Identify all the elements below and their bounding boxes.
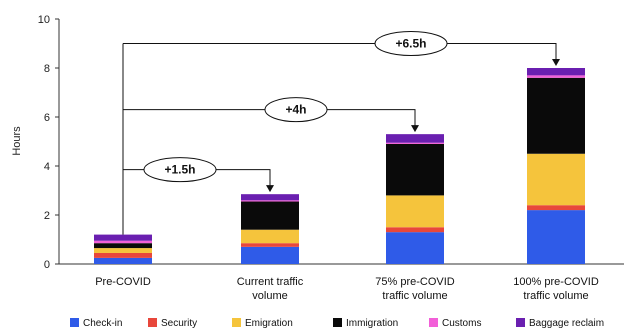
bar-segment (527, 153, 585, 206)
bar-segment (94, 240, 152, 244)
legend-swatch (333, 318, 342, 327)
y-tick-label: 8 (44, 63, 50, 75)
category-label: 75% pre-COVID (375, 276, 455, 288)
y-tick-label: 10 (38, 14, 50, 26)
bar-segment (386, 227, 444, 233)
category-label: Current traffic (237, 276, 304, 288)
bar-segment (94, 234, 152, 241)
category-labels: Pre-COVID Current traffic volume 75% pre-CO… (95, 276, 599, 302)
bar-segment (527, 77, 585, 154)
annotation-arrowhead (266, 185, 274, 193)
annotation-label: +6.5h (395, 37, 426, 51)
annotation-label: +4h (285, 103, 306, 117)
bars (94, 68, 585, 264)
annotation-label: +1.5h (164, 163, 195, 177)
bar-segment (527, 75, 585, 78)
bar-segment (527, 210, 585, 264)
legend-swatch (429, 318, 438, 327)
legend-swatch (516, 318, 525, 327)
bar-segment (241, 246, 299, 264)
category-label: traffic volume (523, 290, 588, 302)
annotation-connector (123, 109, 416, 127)
bar-segment (241, 200, 299, 202)
category-label: 100% pre-COVID (513, 276, 599, 288)
bar-segment (241, 201, 299, 230)
bar-segment (241, 243, 299, 247)
legend-label: Customs (442, 318, 481, 329)
bar-segment (527, 68, 585, 76)
y-tick-label: 0 (44, 259, 50, 271)
bar-segment (94, 257, 152, 264)
bar-segment (94, 248, 152, 253)
legend: Check-in Security Emigration Immigration Cus… (70, 318, 604, 329)
legend-label: Security (161, 318, 197, 329)
annotation-connector (123, 43, 557, 60)
annotation-oval (264, 97, 328, 123)
bar-segment (386, 134, 444, 143)
legend-swatch (232, 318, 241, 327)
legend-label: Emigration (245, 318, 293, 329)
legend-label: Check-in (83, 318, 122, 329)
legend-label: Immigration (346, 318, 398, 329)
bar-segment (94, 252, 152, 258)
y-axis-label: Hours (11, 126, 23, 156)
category-label: traffic volume (382, 290, 447, 302)
bar-segment (386, 232, 444, 264)
bar-segment (94, 243, 152, 249)
annotation-arrowhead (411, 125, 419, 133)
annotations: +1.5h +4h +6.5h (122, 31, 560, 235)
legend-label: Baggage reclaim (529, 318, 604, 329)
y-tick-label: 4 (44, 161, 50, 173)
annotation-oval (374, 31, 448, 56)
category-label: volume (252, 290, 287, 302)
legend-swatch (148, 318, 157, 327)
bar-segment (241, 229, 299, 244)
annotation-oval (143, 157, 217, 183)
annotation-arrowhead (552, 59, 560, 66)
bar-segment (386, 143, 444, 196)
bar-segment (527, 205, 585, 211)
bar-segment (386, 142, 444, 144)
category-label: Pre-COVID (95, 276, 151, 288)
y-tick-label: 6 (44, 112, 50, 124)
bar-segment (241, 194, 299, 201)
y-tick-label: 2 (44, 210, 50, 222)
legend-swatch (70, 318, 79, 327)
bar-segment (386, 195, 444, 228)
